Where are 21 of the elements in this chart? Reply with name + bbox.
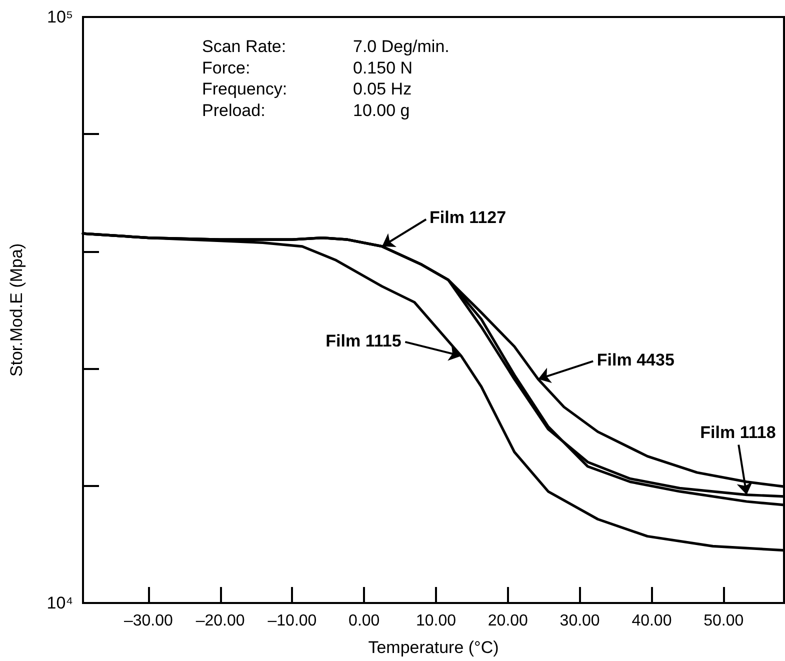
text: Frequency: 0.05 Hz — [202, 80, 412, 99]
x-tick-label: 30.00 — [560, 612, 600, 630]
x-tick-label: –20.00 — [196, 612, 245, 630]
y-axis-title: Stor.Mod.E (Mpa) — [7, 243, 26, 377]
annotation: Film 1118 — [700, 422, 776, 442]
x-tick-label: 20.00 — [488, 612, 528, 630]
annotation: Film 1115 — [326, 331, 402, 350]
text: Preload: 10.00 g — [202, 100, 410, 120]
y-tick-label: 10⁴ — [46, 594, 73, 612]
x-axis-title: Temperature (°C) — [368, 638, 499, 657]
x-tick-label: 40.00 — [632, 612, 672, 630]
annotation: Film 4435 — [596, 350, 674, 370]
x-tick-label: –10.00 — [268, 612, 317, 630]
text: Force: 0.150 N — [202, 58, 413, 78]
annotation: Film 1127 — [430, 208, 506, 227]
x-tick-label: 50.00 — [704, 612, 744, 630]
x-tick-label: 10.00 — [416, 612, 456, 630]
x-tick-label: 0.00 — [348, 612, 380, 630]
x-tick-label: –30.00 — [124, 612, 173, 630]
y-tick-label: 10⁵ — [47, 8, 73, 26]
text: Scan Rate: 7.0 Deg/min. — [202, 37, 450, 56]
